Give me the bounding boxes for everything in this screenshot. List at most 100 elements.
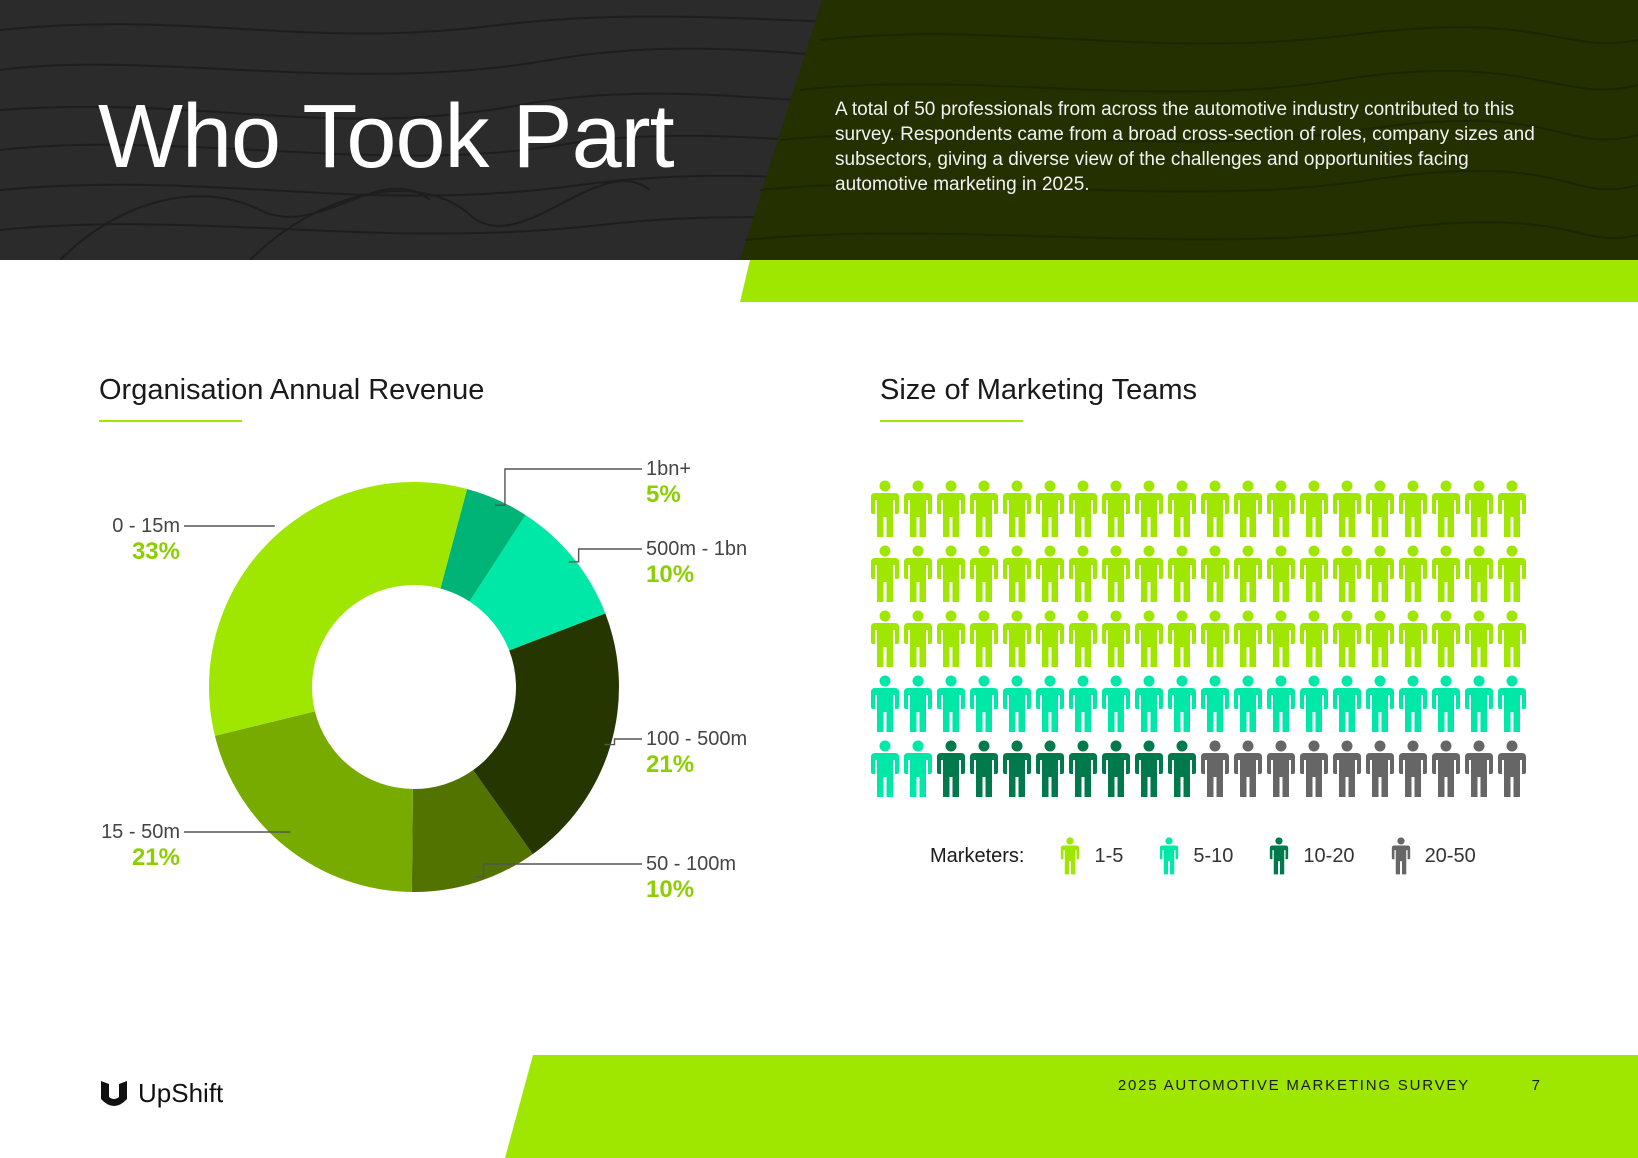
person-icon: [1234, 675, 1262, 732]
person-icon: [1432, 480, 1460, 537]
person-icon: [1432, 545, 1460, 602]
leader-line: [494, 468, 642, 506]
brand-logo: UpShift: [100, 1078, 223, 1109]
person-icon: [1270, 837, 1289, 875]
person-icon: [1168, 740, 1196, 797]
person-icon: [1366, 740, 1394, 797]
person-icon: [1333, 545, 1361, 602]
person-icon: [1168, 610, 1196, 667]
donut-slice-50-100m: [411, 770, 533, 892]
legend-title: Marketers:: [930, 844, 1025, 867]
person-icon: [1102, 610, 1130, 667]
donut-slice-100-500m: [473, 613, 619, 855]
slice-percent-label: 5%: [646, 481, 681, 508]
person-icon: [1234, 480, 1262, 537]
person-icon: [1168, 480, 1196, 537]
person-icon: [871, 740, 899, 797]
person-icon: [937, 740, 965, 797]
slice-category-label: 500m - 1bn: [646, 538, 747, 560]
legend-person-icon: [1391, 837, 1410, 875]
person-icon: [937, 480, 965, 537]
person-icon: [970, 675, 998, 732]
person-icon: [1201, 545, 1229, 602]
leader-line: [473, 863, 642, 878]
legend-item-5-10: 5-10: [1159, 837, 1233, 875]
header-green-panel: [740, 0, 1638, 260]
slice-percent-label: 21%: [646, 751, 694, 778]
person-icon: [1267, 740, 1295, 797]
slice-category-label: 15 - 50m: [101, 821, 180, 843]
teams-title-underline: [880, 420, 1023, 422]
slice-category-label: 100 - 500m: [646, 728, 747, 750]
person-icon: [1432, 740, 1460, 797]
person-icon: [1333, 740, 1361, 797]
person-icon: [1267, 480, 1295, 537]
person-icon: [1267, 545, 1295, 602]
person-icon: [1168, 675, 1196, 732]
person-icon: [1366, 675, 1394, 732]
person-icon: [1069, 545, 1097, 602]
footer-band: [505, 1055, 1638, 1158]
person-icon: [1333, 610, 1361, 667]
intro-paragraph: A total of 50 professionals from across …: [835, 99, 1535, 195]
person-icon: [937, 545, 965, 602]
person-icon: [1135, 610, 1163, 667]
person-icon: [1036, 740, 1064, 797]
person-icon: [1498, 610, 1526, 667]
person-icon: [1432, 610, 1460, 667]
person-icon: [1366, 545, 1394, 602]
page-title: Who Took Part: [98, 87, 675, 187]
legend-label: 5-10: [1193, 844, 1234, 867]
person-icon: [1135, 545, 1163, 602]
person-icon: [1135, 740, 1163, 797]
person-icon: [1003, 610, 1031, 667]
person-icon: [904, 545, 932, 602]
footer-survey-name: 2025 AUTOMOTIVE MARKETING SURVEY: [1117, 1077, 1470, 1094]
person-icon: [1036, 480, 1064, 537]
person-icon: [1069, 675, 1097, 732]
person-icon: [1003, 675, 1031, 732]
person-icon: [1168, 545, 1196, 602]
legend-person-icon: [1061, 837, 1080, 875]
person-icon: [1003, 740, 1031, 797]
person-icon: [1234, 610, 1262, 667]
slice-percent-label: 21%: [132, 844, 180, 871]
donut-slice-500m-1bn: [469, 515, 606, 651]
person-icon: [1465, 545, 1493, 602]
legend-label: 10-20: [1303, 844, 1355, 867]
person-icon: [1267, 610, 1295, 667]
person-icon: [1102, 545, 1130, 602]
person-icon: [1399, 610, 1427, 667]
revenue-section-title: Organisation Annual Revenue: [99, 374, 485, 406]
legend-item-20-50: 20-50: [1391, 837, 1476, 875]
person-icon: [1465, 480, 1493, 537]
person-icon: [970, 480, 998, 537]
donut-slice-1bn-: [440, 488, 526, 602]
accent-band: [740, 260, 1638, 302]
legend-person-icon: [1160, 837, 1179, 875]
person-icon: [904, 610, 932, 667]
person-icon: [970, 610, 998, 667]
upshift-logo-icon: [101, 1080, 127, 1106]
person-icon: [1069, 610, 1097, 667]
person-icon: [937, 610, 965, 667]
person-icon: [1399, 675, 1427, 732]
person-icon: [1036, 675, 1064, 732]
person-icon: [1036, 610, 1064, 667]
person-icon: [1399, 480, 1427, 537]
person-icon: [937, 675, 965, 732]
person-icon: [1498, 675, 1526, 732]
person-icon: [1300, 675, 1328, 732]
person-icon: [1234, 740, 1262, 797]
person-icon: [904, 740, 932, 797]
person-icon: [1333, 675, 1361, 732]
donut-slice-15-50m: [214, 711, 413, 892]
person-icon: [1003, 480, 1031, 537]
person-icon: [1465, 610, 1493, 667]
person-icon: [1432, 675, 1460, 732]
person-icon: [1201, 740, 1229, 797]
person-icon: [1135, 675, 1163, 732]
person-icon: [1267, 675, 1295, 732]
person-icon: [1201, 480, 1229, 537]
person-icon: [1102, 480, 1130, 537]
